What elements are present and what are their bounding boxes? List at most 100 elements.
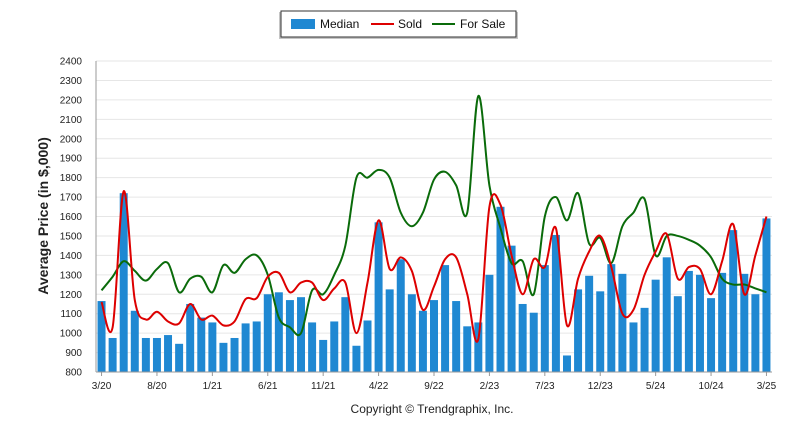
median-bar	[330, 321, 339, 372]
median-bar	[607, 264, 616, 372]
median-bar	[263, 294, 272, 372]
copyright: Copyright © Trendgraphix, Inc.	[351, 402, 514, 416]
legend-for-sale-label: For Sale	[460, 17, 506, 31]
x-tick-labels: 3/20 8/20 1/21 6/21 11/21 4/22 9/22 2/23 7/23 12/…	[92, 372, 777, 392]
y-tick-label: 2000	[60, 134, 83, 145]
median-bar	[574, 289, 583, 372]
legend-box	[280, 10, 517, 38]
y-tick-label: 1300	[60, 270, 83, 281]
x-tick-label: 12/23	[588, 381, 613, 392]
median-bar	[562, 355, 571, 372]
median-bar	[418, 310, 427, 372]
median-bar	[551, 234, 560, 372]
median-bar	[651, 279, 660, 372]
median-bars	[97, 193, 771, 372]
median-bar	[740, 273, 749, 372]
median-bar	[341, 297, 350, 372]
y-axis-label: Average Price (in $,000)	[35, 137, 51, 294]
x-tick-label: 5/24	[646, 381, 666, 392]
median-bar	[97, 301, 106, 372]
median-bar	[230, 337, 239, 372]
median-bar	[241, 323, 250, 372]
median-bar	[463, 326, 472, 372]
median-bar	[352, 345, 361, 372]
sold-line	[100, 190, 768, 343]
x-tick-label: 3/20	[92, 381, 112, 392]
median-bar	[108, 337, 117, 372]
x-tick-label: 1/21	[203, 381, 223, 392]
median-bar	[152, 337, 161, 372]
median-bar	[673, 296, 682, 372]
legend: Median Sold For Sale	[279, 10, 518, 39]
y-tick-label: 1800	[60, 173, 83, 184]
y-tick-label: 1700	[60, 193, 83, 204]
legend-median-swatch	[291, 19, 315, 29]
x-tick-label: 3/25	[757, 381, 777, 392]
x-tick-label: 9/22	[424, 381, 444, 392]
x-tick-label: 11/21	[311, 381, 336, 392]
median-bar	[441, 265, 450, 372]
x-tick-label: 6/21	[258, 381, 278, 392]
y-tick-label: 1600	[60, 212, 83, 223]
median-bar	[308, 322, 317, 372]
legend-median-label: Median	[320, 17, 359, 31]
median-bar	[319, 339, 328, 372]
median-bar	[596, 291, 605, 372]
y-tick-label: 2200	[60, 95, 83, 106]
median-bar	[729, 230, 738, 372]
median-bar	[385, 289, 394, 372]
y-tick-label: 2300	[60, 76, 83, 87]
median-bar	[496, 206, 505, 372]
median-bar	[751, 294, 760, 372]
median-bar	[130, 310, 139, 372]
y-tick-label: 1900	[60, 154, 83, 165]
y-tick-label: 1500	[60, 231, 83, 242]
median-bar	[540, 265, 549, 372]
y-tick-label: 1400	[60, 251, 83, 262]
median-bar	[164, 335, 173, 372]
median-bar	[119, 193, 128, 372]
median-bar	[718, 272, 727, 372]
x-tick-label: 2/23	[480, 381, 500, 392]
median-bar	[285, 300, 294, 372]
median-bar	[707, 298, 716, 372]
median-bar	[197, 317, 206, 372]
x-tick-label: 8/20	[147, 381, 167, 392]
median-bar	[186, 303, 195, 372]
median-bar	[485, 274, 494, 372]
median-bar	[618, 273, 627, 372]
y-tick-label: 900	[65, 348, 82, 359]
median-bar	[474, 322, 483, 372]
median-bar	[629, 322, 638, 372]
x-tick-label: 7/23	[535, 381, 555, 392]
y-tick-label: 800	[65, 368, 82, 379]
median-bar	[407, 294, 416, 372]
y-tick-label: 1000	[60, 329, 83, 340]
median-bar	[529, 312, 538, 372]
median-bar	[141, 337, 150, 372]
median-bar	[430, 300, 438, 372]
median-bar	[518, 303, 527, 372]
median-bar	[684, 270, 693, 372]
median-bar	[695, 274, 704, 372]
y-tick-label: 2400	[60, 57, 83, 68]
y-tick-labels: 800 900 1000 1100 1200 1300 1400 1500 1600 1700 18…	[60, 57, 83, 379]
median-bar	[252, 321, 261, 372]
median-bar	[452, 301, 461, 372]
y-tick-label: 2100	[60, 115, 83, 126]
median-bar	[507, 245, 516, 372]
median-bar	[396, 259, 405, 372]
y-tick-label: 1200	[60, 290, 83, 301]
median-bar	[175, 343, 184, 372]
series-lines	[100, 94, 768, 343]
legend-sold-label: Sold	[398, 17, 422, 31]
y-tick-label: 1100	[60, 309, 82, 320]
median-bar	[374, 222, 383, 372]
median-bar	[662, 257, 671, 372]
median-bar	[219, 342, 228, 372]
x-tick-label: 4/22	[369, 381, 389, 392]
x-tick-label: 10/24	[699, 381, 724, 392]
median-bar	[762, 218, 771, 372]
median-bar	[640, 307, 649, 372]
